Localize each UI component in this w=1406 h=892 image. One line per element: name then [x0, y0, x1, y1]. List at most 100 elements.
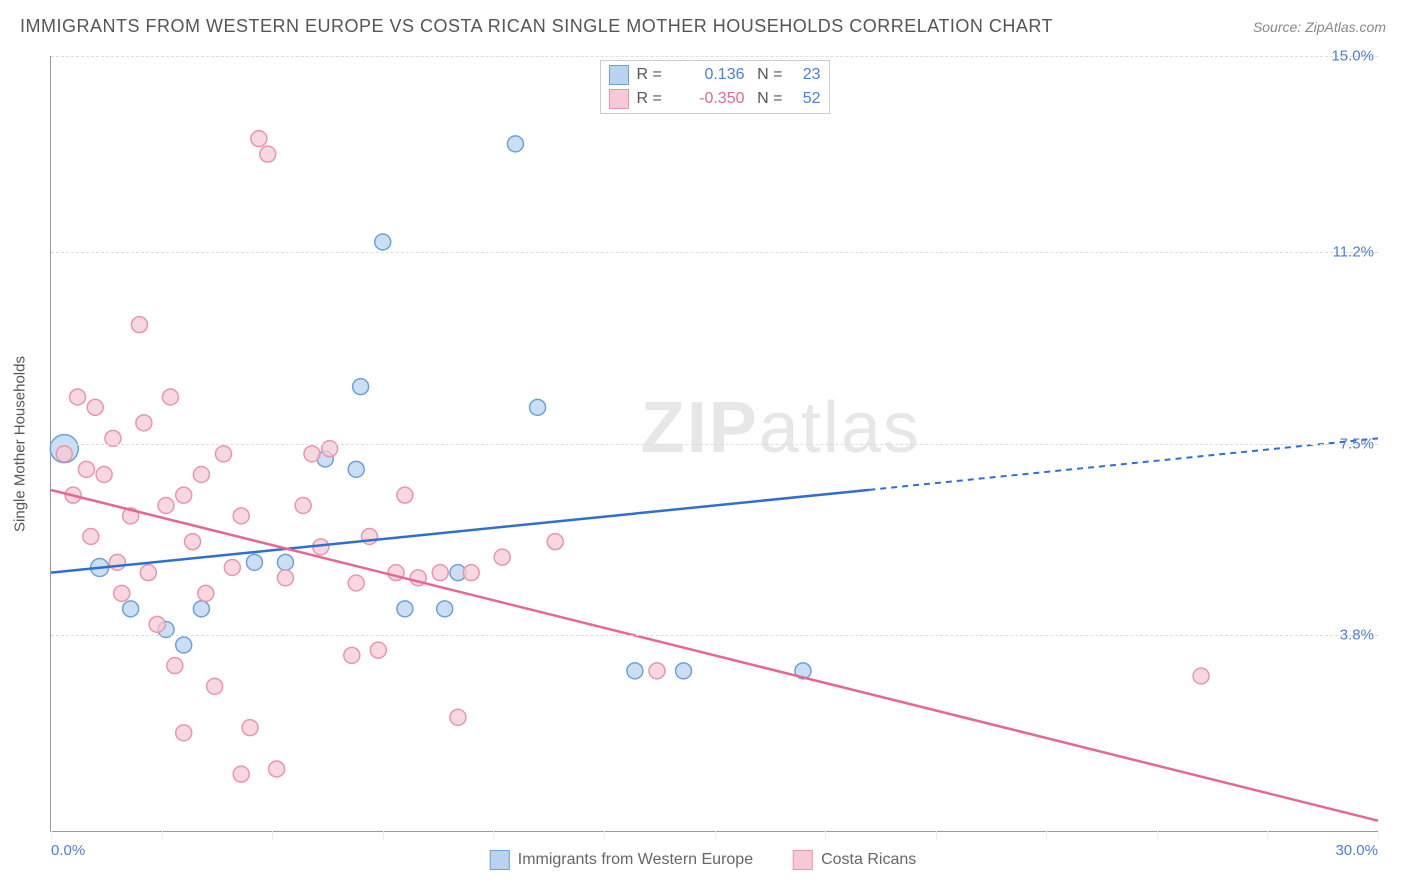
data-point-pink	[370, 642, 386, 658]
x-tick	[715, 831, 716, 839]
n-label: N =	[753, 66, 783, 84]
x-tick	[162, 831, 163, 839]
data-point-blue	[676, 663, 692, 679]
series-legend: Immigrants from Western Europe Costa Rica…	[490, 850, 917, 870]
data-point-pink	[198, 585, 214, 601]
data-point-pink	[83, 529, 99, 545]
data-point-pink	[176, 725, 192, 741]
data-point-pink	[450, 709, 466, 725]
data-point-blue	[397, 601, 413, 617]
data-point-pink	[242, 720, 258, 736]
legend-swatch-pink	[609, 89, 629, 109]
data-point-pink	[216, 446, 232, 462]
data-point-pink	[344, 647, 360, 663]
data-point-blue	[176, 637, 192, 653]
y-axis-label: Single Mother Households	[12, 356, 29, 532]
data-point-pink	[114, 585, 130, 601]
data-point-pink	[295, 498, 311, 514]
chart-area: Single Mother Households ZIPatlas R =0.1…	[50, 56, 1378, 832]
data-point-blue	[507, 136, 523, 152]
y-tick-label: 15.0%	[1331, 48, 1374, 65]
data-point-pink	[167, 658, 183, 674]
data-point-blue	[246, 554, 262, 570]
x-tick	[493, 831, 494, 839]
x-tick	[825, 831, 826, 839]
data-point-pink	[207, 678, 223, 694]
x-tick	[383, 831, 384, 839]
data-point-pink	[162, 389, 178, 405]
x-tick	[936, 831, 937, 839]
legend-swatch	[490, 850, 510, 870]
data-point-pink	[109, 554, 125, 570]
data-point-pink	[78, 461, 94, 477]
data-point-pink	[397, 487, 413, 503]
n-label: N =	[753, 90, 783, 108]
data-point-blue	[375, 234, 391, 250]
data-point-pink	[277, 570, 293, 586]
legend-item: Costa Ricans	[793, 850, 916, 870]
data-point-pink	[96, 467, 112, 483]
gridline-h	[51, 56, 1378, 57]
data-point-pink	[463, 565, 479, 581]
data-point-blue	[530, 399, 546, 415]
trendline-blue-extrapolated	[869, 438, 1378, 489]
r-value: 0.136	[675, 66, 745, 84]
data-point-pink	[136, 415, 152, 431]
gridline-h	[51, 252, 1378, 253]
data-point-pink	[224, 560, 240, 576]
data-point-pink	[149, 616, 165, 632]
data-point-pink	[176, 487, 192, 503]
data-point-pink	[185, 534, 201, 550]
r-label: R =	[637, 90, 667, 108]
y-tick-label: 11.2%	[1333, 244, 1374, 261]
data-point-pink	[87, 399, 103, 415]
data-point-pink	[649, 663, 665, 679]
chart-title: IMMIGRANTS FROM WESTERN EUROPE VS COSTA …	[20, 16, 1053, 37]
data-point-pink	[348, 575, 364, 591]
trendline-pink	[51, 490, 1378, 821]
data-point-pink	[269, 761, 285, 777]
data-point-pink	[131, 317, 147, 333]
data-point-pink	[432, 565, 448, 581]
x-tick	[1267, 831, 1268, 839]
data-point-blue	[437, 601, 453, 617]
data-point-blue	[193, 601, 209, 617]
chart-header: IMMIGRANTS FROM WESTERN EUROPE VS COSTA …	[20, 16, 1386, 37]
y-tick-label: 3.8%	[1340, 626, 1374, 643]
x-axis-max: 30.0%	[1335, 842, 1378, 859]
data-point-blue	[353, 379, 369, 395]
data-point-blue	[627, 663, 643, 679]
data-point-pink	[547, 534, 563, 550]
legend-item: Immigrants from Western Europe	[490, 850, 753, 870]
x-tick	[272, 831, 273, 839]
data-point-pink	[260, 146, 276, 162]
data-point-blue	[277, 554, 293, 570]
n-value: 52	[791, 90, 821, 108]
r-label: R =	[637, 66, 667, 84]
gridline-h	[51, 444, 1378, 445]
y-tick-label: 7.5%	[1340, 435, 1374, 452]
data-point-pink	[193, 467, 209, 483]
legend-label: Immigrants from Western Europe	[518, 851, 753, 869]
legend-label: Costa Ricans	[821, 851, 916, 869]
n-value: 23	[791, 66, 821, 84]
x-tick	[51, 831, 52, 839]
correlation-row-pink: R =-0.350N =52	[609, 87, 821, 111]
data-point-pink	[494, 549, 510, 565]
x-tick	[604, 831, 605, 839]
legend-swatch	[793, 850, 813, 870]
gridline-h	[51, 635, 1378, 636]
x-axis-min: 0.0%	[51, 842, 85, 859]
x-tick	[1046, 831, 1047, 839]
correlation-legend: R =0.136N =23R =-0.350N =52	[600, 60, 830, 114]
data-point-pink	[233, 766, 249, 782]
data-point-pink	[233, 508, 249, 524]
data-point-blue	[348, 461, 364, 477]
legend-swatch-blue	[609, 65, 629, 85]
x-tick	[1157, 831, 1158, 839]
source-attribution: Source: ZipAtlas.com	[1253, 19, 1386, 35]
plot-region: ZIPatlas R =0.136N =23R =-0.350N =52 0.0…	[50, 56, 1378, 832]
data-point-pink	[70, 389, 86, 405]
data-point-pink	[140, 565, 156, 581]
data-point-pink	[158, 498, 174, 514]
